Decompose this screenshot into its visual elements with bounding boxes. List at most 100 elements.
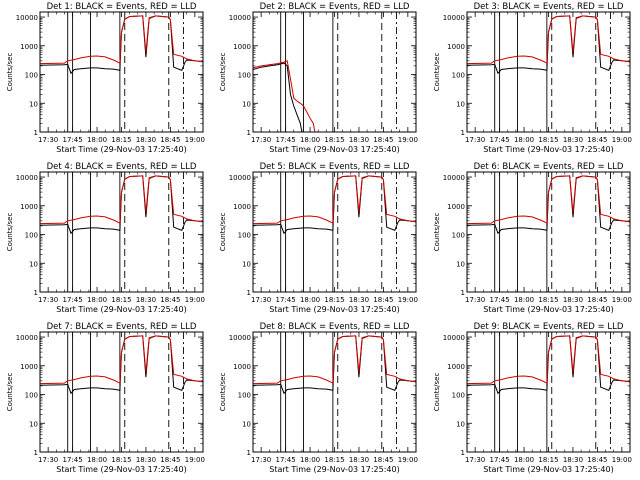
lld-series-line (40, 335, 203, 385)
y-tick-label: 10 (242, 420, 251, 428)
events-series-line (253, 62, 303, 132)
y-axis-label: Counts/sec (6, 373, 14, 412)
x-axis-label: Start Time (29-Nov-03 17:25:40) (269, 145, 399, 154)
y-axis-label: Counts/sec (6, 213, 14, 252)
y-tick-label: 1000 (447, 43, 465, 51)
x-axis-label: Start Time (29-Nov-03 17:25:40) (269, 305, 399, 314)
x-tick-label: 19:00 (185, 296, 205, 304)
x-tick-label: 17:30 (465, 296, 485, 304)
x-axis-label: Start Time (29-Nov-03 17:25:40) (56, 145, 186, 154)
x-tick-label: 18:45 (373, 136, 393, 144)
y-tick-label: 100 (238, 232, 251, 240)
y-tick-label: 100 (452, 232, 465, 240)
x-tick-label: 17:45 (63, 456, 83, 464)
events-series-line (40, 335, 203, 395)
y-tick-label: 100 (25, 392, 38, 400)
plot-frame (39, 11, 204, 133)
y-tick-label: 1000 (233, 363, 251, 371)
y-tick-label: 10 (29, 420, 38, 428)
x-tick-label: 17:45 (276, 136, 296, 144)
x-tick-label: 18:45 (587, 136, 607, 144)
x-tick-label: 19:00 (398, 296, 418, 304)
plot-panel-3: Det 3: BLACK = Events, RED = LLD Counts/s… (433, 2, 632, 154)
x-tick-label: 18:15 (111, 136, 131, 144)
x-tick-label: 17:30 (251, 136, 271, 144)
y-axis-label: Counts/sec (433, 373, 441, 412)
x-tick-label: 18:30 (563, 456, 583, 464)
x-tick-label: 18:45 (160, 136, 180, 144)
y-tick-label: 1000 (233, 203, 251, 211)
y-tick-label: 1 (247, 129, 251, 137)
x-tick-label: 18:30 (136, 136, 156, 144)
plot-title: Det 9: BLACK = Events, RED = LLD (474, 322, 624, 332)
y-axis-label: Counts/sec (219, 213, 227, 252)
x-axis-label: Start Time (29-Nov-03 17:25:40) (483, 465, 613, 474)
x-tick-label: 18:30 (136, 296, 156, 304)
x-tick-label: 18:45 (373, 456, 393, 464)
y-tick-label: 10 (242, 100, 251, 108)
x-tick-label: 19:00 (612, 296, 632, 304)
lld-series-line (467, 335, 630, 385)
x-tick-label: 19:00 (185, 136, 205, 144)
y-tick-label: 100 (25, 72, 38, 80)
x-tick-label: 18:00 (87, 456, 107, 464)
plot-title: Det 7: BLACK = Events, RED = LLD (47, 322, 197, 332)
x-axis-label: Start Time (29-Nov-03 17:25:40) (483, 305, 613, 314)
y-tick-label: 100 (238, 72, 251, 80)
y-tick-label: 1 (461, 289, 465, 297)
y-tick-label: 1000 (447, 203, 465, 211)
x-tick-label: 18:15 (111, 456, 131, 464)
x-tick-label: 19:00 (612, 456, 632, 464)
x-tick-label: 18:15 (538, 296, 558, 304)
y-tick-label: 1 (247, 289, 251, 297)
x-tick-label: 18:00 (300, 296, 320, 304)
y-tick-label: 10 (242, 260, 251, 268)
x-tick-label: 18:15 (324, 456, 344, 464)
lld-series-line (40, 175, 203, 225)
plot-title: Det 8: BLACK = Events, RED = LLD (260, 322, 410, 332)
plot-title: Det 4: BLACK = Events, RED = LLD (47, 162, 197, 172)
x-tick-label: 18:15 (538, 456, 558, 464)
y-tick-label: 10000 (443, 334, 465, 342)
plot-title: Det 1: BLACK = Events, RED = LLD (47, 2, 197, 12)
x-tick-label: 17:30 (465, 136, 485, 144)
x-tick-label: 17:45 (276, 296, 296, 304)
x-tick-label: 17:30 (38, 296, 58, 304)
plot-panel-6: Det 6: BLACK = Events, RED = LLD Counts/s… (433, 162, 632, 314)
x-tick-label: 17:45 (63, 136, 83, 144)
x-axis-label: Start Time (29-Nov-03 17:25:40) (56, 305, 186, 314)
x-tick-label: 17:30 (251, 296, 271, 304)
y-tick-label: 10 (456, 100, 465, 108)
plot-frame (252, 11, 417, 133)
y-tick-label: 100 (238, 392, 251, 400)
lld-series-line (253, 60, 316, 132)
y-tick-label: 1000 (447, 363, 465, 371)
y-tick-label: 100 (25, 232, 38, 240)
x-tick-label: 17:45 (490, 456, 510, 464)
x-axis-label: Start Time (29-Nov-03 17:25:40) (483, 145, 613, 154)
x-tick-label: 18:00 (300, 136, 320, 144)
plot-title: Det 3: BLACK = Events, RED = LLD (474, 2, 624, 12)
lld-series-line (467, 175, 630, 225)
events-series-line (467, 335, 630, 395)
plot-panel-8: Det 8: BLACK = Events, RED = LLD Counts/s… (219, 322, 418, 474)
y-axis-label: Counts/sec (219, 53, 227, 92)
x-axis-label: Start Time (29-Nov-03 17:25:40) (269, 465, 399, 474)
y-tick-label: 10 (456, 260, 465, 268)
y-tick-label: 1 (461, 449, 465, 457)
x-tick-label: 17:45 (490, 136, 510, 144)
y-tick-label: 1 (34, 449, 38, 457)
x-tick-label: 18:15 (538, 136, 558, 144)
y-tick-label: 1000 (233, 43, 251, 51)
x-tick-label: 18:45 (160, 296, 180, 304)
x-tick-label: 18:00 (514, 136, 534, 144)
y-tick-label: 10 (456, 420, 465, 428)
lld-series-line (467, 15, 630, 65)
y-tick-label: 1 (247, 449, 251, 457)
x-tick-label: 18:00 (514, 456, 534, 464)
x-tick-label: 18:00 (87, 136, 107, 144)
x-tick-label: 18:15 (111, 296, 131, 304)
y-axis-label: Counts/sec (6, 53, 14, 92)
x-tick-label: 17:30 (251, 456, 271, 464)
